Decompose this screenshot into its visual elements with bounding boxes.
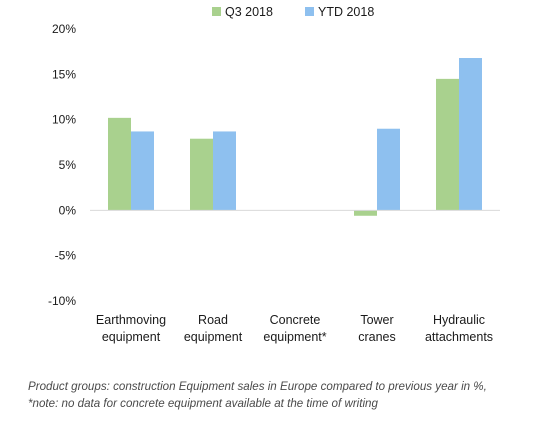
legend-swatch bbox=[305, 7, 314, 16]
y-axis: 20% 15% 10% 5% 0% -5% -10% bbox=[48, 22, 76, 308]
caption-line-2: *note: no data for concrete equipment av… bbox=[28, 397, 378, 410]
bar-ytd bbox=[213, 131, 236, 211]
category-label: attachments bbox=[425, 330, 493, 344]
bar-ytd bbox=[459, 58, 482, 211]
bar-ytd bbox=[377, 128, 400, 211]
category-label: Tower bbox=[360, 313, 393, 327]
chart-legend: Q3 2018 YTD 2018 bbox=[212, 5, 374, 19]
y-tick-label: 10% bbox=[52, 113, 76, 127]
bar-series bbox=[108, 58, 482, 216]
category-label: Earthmoving bbox=[96, 313, 166, 327]
y-tick-label: 15% bbox=[52, 67, 76, 81]
legend-swatch bbox=[212, 7, 221, 16]
category-label: equipment bbox=[102, 330, 161, 344]
category-label: Hydraulic bbox=[433, 313, 485, 327]
category-label: equipment bbox=[184, 330, 243, 344]
category-labels: Earthmoving equipment Road equipment Concret… bbox=[96, 313, 493, 344]
y-tick-label: 5% bbox=[59, 158, 77, 172]
bar-chart: Q3 2018 YTD 2018 20% 15% 10% 5% 0% -5% -10% Ear… bbox=[48, 5, 500, 344]
y-tick-label: 20% bbox=[52, 22, 76, 36]
category-label: Concrete bbox=[270, 313, 321, 327]
caption-line-1: Product groups: construction Equipment s… bbox=[28, 380, 487, 393]
y-tick-label: 0% bbox=[59, 203, 77, 217]
y-tick-label: -10% bbox=[48, 294, 76, 308]
legend-label: YTD 2018 bbox=[318, 5, 374, 19]
category-label: equipment* bbox=[263, 330, 326, 344]
category-label: cranes bbox=[358, 330, 396, 344]
category-label: Road bbox=[198, 313, 228, 327]
chart-caption: Product groups: construction Equipment s… bbox=[28, 378, 538, 412]
bar-q3 bbox=[108, 117, 131, 211]
y-tick-label: -5% bbox=[55, 249, 77, 263]
legend-label: Q3 2018 bbox=[225, 5, 273, 19]
bar-q3 bbox=[436, 78, 459, 211]
bar-ytd bbox=[131, 131, 154, 211]
bar-q3 bbox=[190, 138, 213, 211]
bar-q3 bbox=[354, 210, 377, 216]
